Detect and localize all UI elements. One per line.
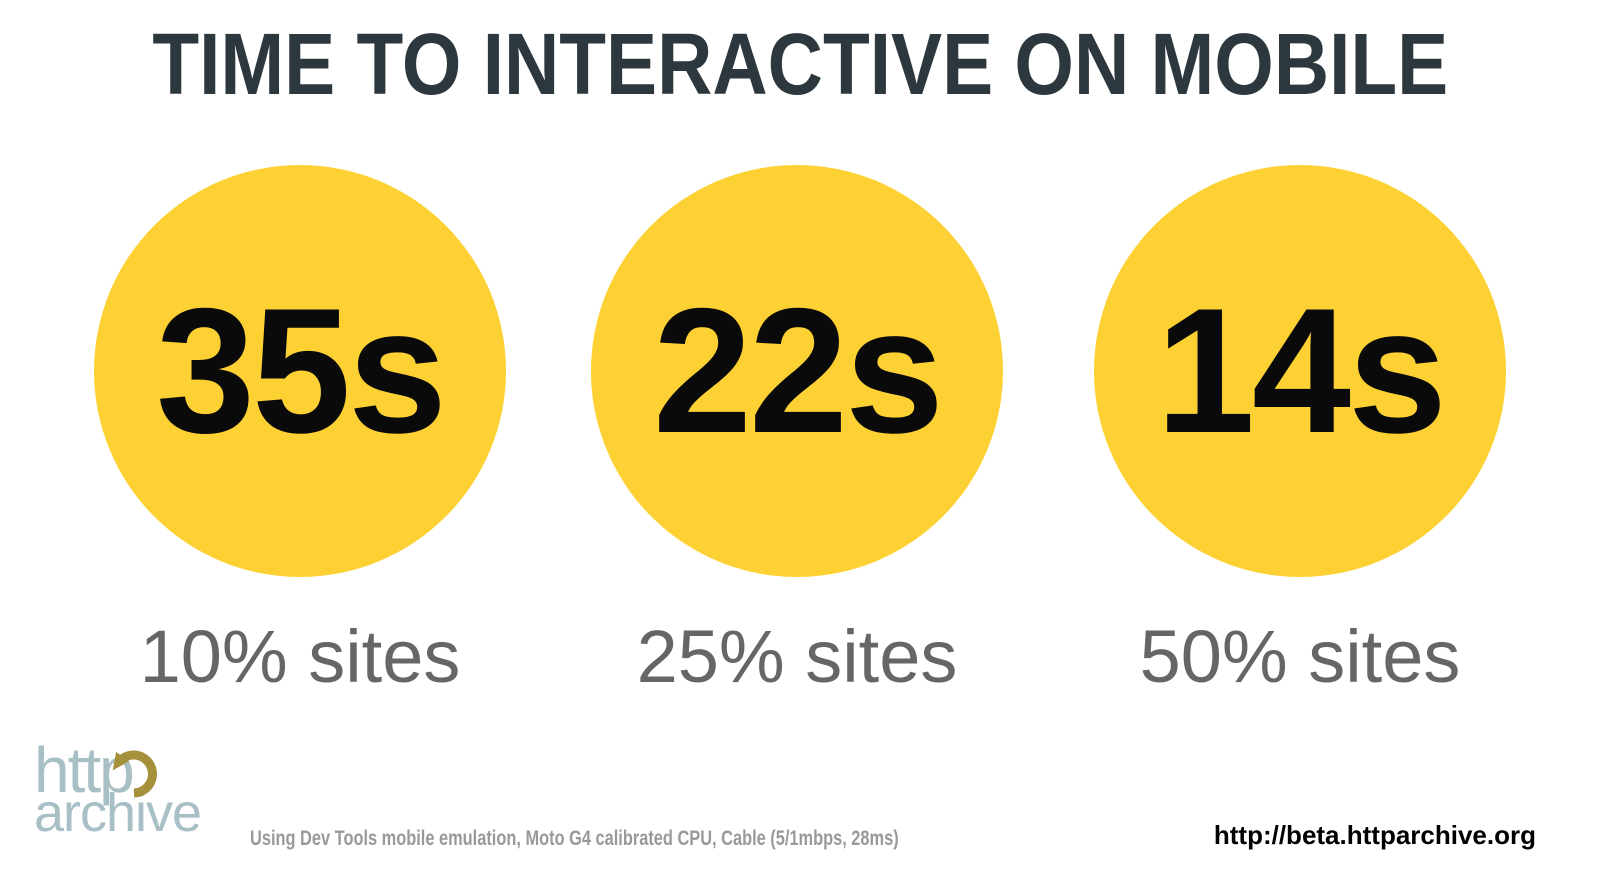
stat-circle-50pct: 14s bbox=[1094, 165, 1506, 577]
stat-time-value: 35s bbox=[156, 271, 447, 470]
stat-time-value: 14s bbox=[1156, 271, 1447, 470]
stat-time-value: 22s bbox=[653, 271, 944, 470]
stat-circle-10pct: 35s bbox=[94, 165, 506, 577]
stat-label: 25% sites bbox=[636, 615, 958, 698]
logo-text-archive: archive bbox=[34, 783, 202, 843]
site-url: http://beta.httparchive.org bbox=[1213, 820, 1536, 850]
httparchive-logo: http archive bbox=[34, 736, 264, 846]
methodology-caption: Using Dev Tools mobile emulation, Moto G… bbox=[250, 828, 1082, 850]
page-title-text: TIME TO INTERACTIVE ON MOBILE bbox=[152, 16, 1448, 113]
stat-circle-25pct: 22s bbox=[591, 165, 1003, 577]
methodology-caption-text: Using Dev Tools mobile emulation, Moto G… bbox=[250, 827, 899, 850]
stat-label: 50% sites bbox=[1139, 615, 1461, 698]
stat-label: 10% sites bbox=[139, 615, 461, 698]
page-title: TIME TO INTERACTIVE ON MOBILE bbox=[0, 21, 1600, 108]
curved-arrow-icon bbox=[112, 750, 157, 798]
